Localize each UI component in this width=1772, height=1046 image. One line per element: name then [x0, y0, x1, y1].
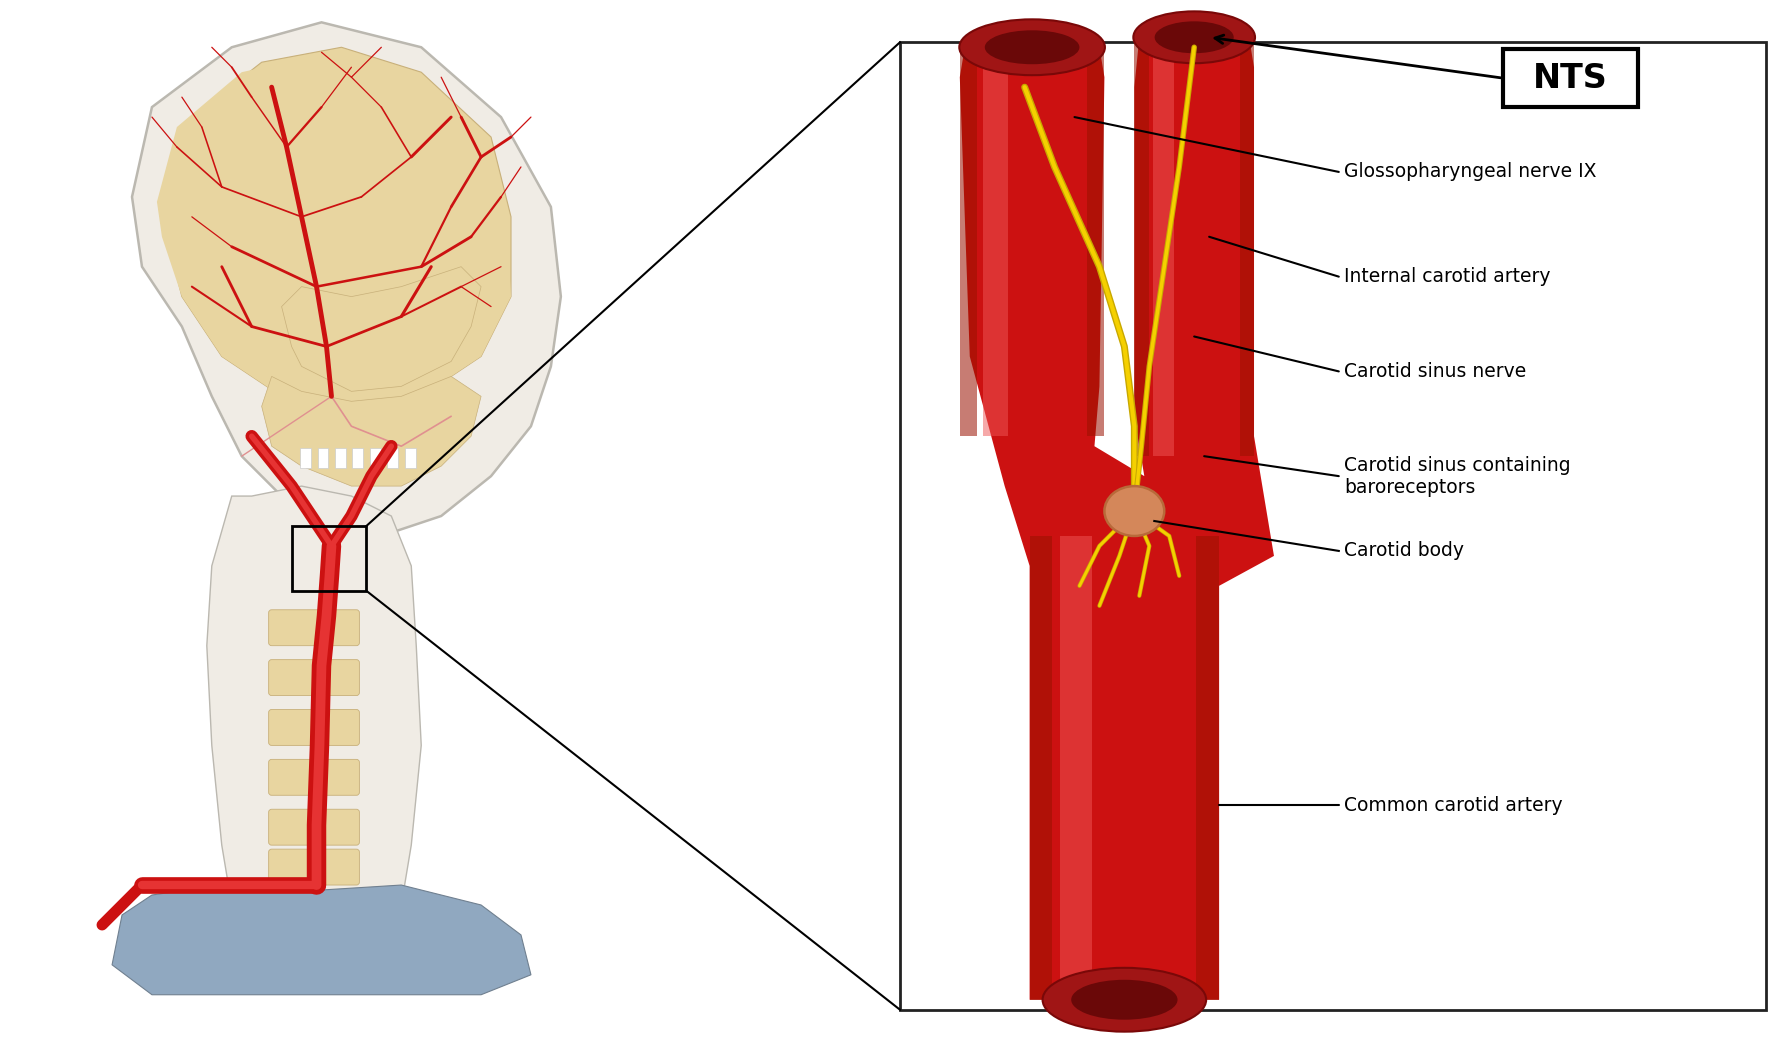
Polygon shape [207, 486, 422, 905]
Bar [388, 448, 399, 469]
FancyBboxPatch shape [269, 660, 360, 696]
Ellipse shape [1134, 12, 1255, 63]
Bar [292, 526, 367, 591]
FancyBboxPatch shape [269, 759, 360, 795]
Polygon shape [1154, 38, 1173, 456]
Ellipse shape [985, 30, 1079, 64]
Polygon shape [1086, 47, 1104, 436]
Polygon shape [960, 47, 976, 436]
Bar [404, 448, 416, 469]
FancyBboxPatch shape [269, 810, 360, 845]
Bar [1503, 49, 1637, 107]
Polygon shape [1030, 536, 1053, 1000]
Polygon shape [262, 377, 480, 486]
Bar [317, 448, 328, 469]
Text: Glossopharyngeal nerve IX: Glossopharyngeal nerve IX [1343, 162, 1597, 181]
Polygon shape [1240, 38, 1255, 456]
Ellipse shape [1104, 486, 1164, 536]
Text: Common carotid artery: Common carotid artery [1343, 796, 1563, 815]
Text: Carotid sinus nerve: Carotid sinus nerve [1343, 362, 1526, 381]
Ellipse shape [1155, 21, 1233, 53]
Ellipse shape [1072, 980, 1178, 1020]
FancyBboxPatch shape [269, 849, 360, 885]
Polygon shape [1060, 536, 1092, 1000]
Polygon shape [158, 52, 510, 406]
Ellipse shape [959, 19, 1106, 75]
FancyBboxPatch shape [269, 709, 360, 746]
Text: Carotid body: Carotid body [1343, 542, 1464, 561]
Text: NTS: NTS [1533, 62, 1607, 95]
Bar [900, 42, 1765, 1009]
Polygon shape [131, 22, 562, 536]
Polygon shape [282, 267, 480, 391]
Bar [335, 448, 346, 469]
Bar [299, 448, 312, 469]
Polygon shape [960, 38, 1274, 1000]
Bar [353, 448, 363, 469]
Polygon shape [983, 47, 1008, 436]
Text: Carotid sinus containing
baroreceptors: Carotid sinus containing baroreceptors [1343, 456, 1570, 497]
Bar [370, 448, 381, 469]
Polygon shape [1134, 38, 1148, 456]
Polygon shape [1196, 536, 1219, 1000]
Polygon shape [167, 47, 510, 406]
Ellipse shape [1042, 968, 1207, 1031]
FancyBboxPatch shape [269, 610, 360, 645]
Text: Internal carotid artery: Internal carotid artery [1343, 267, 1550, 287]
Polygon shape [112, 885, 532, 995]
